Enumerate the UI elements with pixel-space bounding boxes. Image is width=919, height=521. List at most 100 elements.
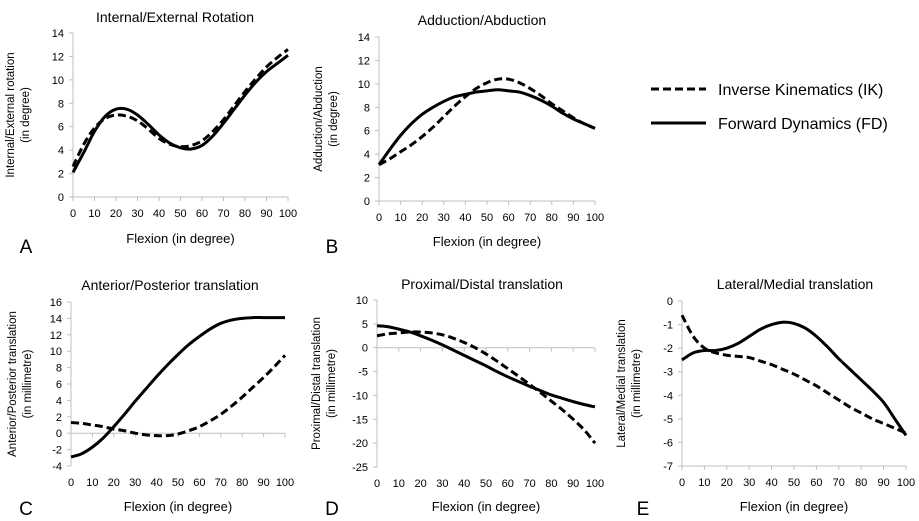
fd-line-a bbox=[71, 54, 289, 174]
x-tick-label-c: 20 bbox=[108, 477, 120, 489]
y-tick-label-d: 10 bbox=[356, 295, 368, 307]
y-tick-label-d: -15 bbox=[352, 414, 368, 426]
y-tick-label-b: 2 bbox=[364, 173, 370, 185]
x-tick-label-e: 80 bbox=[855, 477, 867, 489]
x-tick-label-c: 90 bbox=[257, 477, 269, 489]
y-tick-label-b: 12 bbox=[358, 55, 370, 67]
y-tick-label-d: -25 bbox=[352, 462, 368, 474]
x-tick-label-c: 70 bbox=[215, 477, 227, 489]
x-axis-label-a: Flexion (in degree) bbox=[126, 231, 234, 246]
x-tick-label-e: 30 bbox=[743, 477, 755, 489]
y-tick-label-a: 2 bbox=[58, 169, 64, 181]
x-tick-label-b: 50 bbox=[481, 212, 493, 224]
x-tick-label-c: 10 bbox=[86, 477, 98, 489]
y-tick-label-c: 16 bbox=[50, 297, 62, 309]
x-tick-label-b: 60 bbox=[502, 212, 514, 224]
y-tick-label-d: -10 bbox=[352, 390, 368, 402]
x-axis-label-d: Flexion (in degree) bbox=[432, 499, 540, 514]
ik-line-c bbox=[70, 354, 287, 438]
y-tick-label-c: -2 bbox=[52, 445, 62, 457]
y-tick-label-e: -6 bbox=[663, 437, 673, 449]
y-tick-label-a: 8 bbox=[58, 98, 64, 110]
ik-line-e bbox=[680, 314, 907, 435]
y-axis-label-a-line1: Internal/External rotation bbox=[5, 52, 17, 177]
x-tick-label-b: 0 bbox=[376, 212, 382, 224]
x-tick-label-e: 20 bbox=[721, 477, 733, 489]
chart-panel-c: Anterior/Posterior translation -4 -2 0 2 4 6 8 1… bbox=[7, 277, 294, 520]
fd-line-e bbox=[681, 320, 908, 437]
y-tick-label-e: -1 bbox=[663, 320, 673, 332]
x-tick-label-e: 40 bbox=[765, 477, 777, 489]
y-tick-label-c: 10 bbox=[50, 346, 62, 358]
panel-letter-e: E bbox=[637, 499, 650, 520]
chart-title-b: Adduction/Abduction bbox=[418, 12, 546, 28]
x-tick-label-a: 80 bbox=[239, 208, 251, 220]
x-tick-label-b: 80 bbox=[546, 212, 558, 224]
y-tick-label-b: 8 bbox=[364, 102, 370, 114]
x-tick-label-c: 60 bbox=[193, 477, 205, 489]
y-axis-label-c-line2: (in millimetre) bbox=[22, 349, 34, 418]
x-tick-label-e: 0 bbox=[679, 477, 685, 489]
chart-title-a: Internal/External Rotation bbox=[96, 9, 254, 25]
x-tick-label-a: 20 bbox=[110, 208, 122, 220]
y-tick-label-e: -5 bbox=[663, 414, 673, 426]
chart-panel-b: Adduction/Abduction 0 2 4 6 8 10 12 14 0 10 20 30 40 5… bbox=[313, 12, 604, 258]
x-tick-label-d: 90 bbox=[567, 478, 579, 490]
fd-line-d bbox=[376, 324, 596, 409]
x-tick-label-c: 50 bbox=[172, 477, 184, 489]
x-tick-label-d: 80 bbox=[545, 478, 557, 490]
x-tick-label-d: 10 bbox=[393, 478, 405, 490]
chart-title-e: Lateral/Medial translation bbox=[717, 276, 873, 292]
x-tick-label-d: 40 bbox=[458, 478, 470, 490]
y-tick-label-e: -3 bbox=[663, 367, 673, 379]
chart-panel-e: Lateral/Medial translation -7 -6 -5 -4 -3 -2 -1… bbox=[616, 276, 915, 520]
panel-letter-c: C bbox=[19, 499, 33, 520]
y-tick-label-c: 2 bbox=[56, 412, 62, 424]
y-tick-label-a: 10 bbox=[52, 75, 64, 87]
y-tick-label-b: 0 bbox=[364, 196, 370, 208]
x-axis-label-c: Flexion (in degree) bbox=[124, 499, 232, 514]
chart-title-c: Anterior/Posterior translation bbox=[81, 277, 258, 293]
x-axis-label-e: Flexion (in degree) bbox=[740, 499, 848, 514]
x-tick-label-b: 70 bbox=[524, 212, 536, 224]
chart-panel-a: Internal/External Rotation 0 2 4 6 8 10 12 14 0 10… bbox=[5, 9, 297, 258]
x-tick-label-a: 40 bbox=[153, 208, 165, 220]
fd-line-c bbox=[70, 316, 285, 459]
y-tick-label-d: 0 bbox=[362, 343, 368, 355]
y-axis-label-d-line1: Proximal/Distal translation bbox=[311, 317, 323, 450]
panel-letter-b: B bbox=[326, 237, 339, 258]
legend-ik-label: Inverse Kinematics (IK) bbox=[718, 82, 883, 99]
y-tick-label-b: 4 bbox=[364, 149, 370, 161]
y-axis-label-b-line1: Adduction/Abduction bbox=[313, 66, 325, 172]
x-tick-label-b: 90 bbox=[567, 212, 579, 224]
y-tick-label-c: 6 bbox=[56, 379, 62, 391]
x-tick-label-e: 70 bbox=[833, 477, 845, 489]
x-tick-label-b: 40 bbox=[459, 212, 471, 224]
x-tick-label-d: 0 bbox=[374, 478, 380, 490]
x-tick-label-e: 10 bbox=[698, 477, 710, 489]
y-tick-label-c: 8 bbox=[56, 363, 62, 375]
x-tick-label-a: 90 bbox=[260, 208, 272, 220]
y-tick-label-e: -4 bbox=[663, 390, 673, 402]
x-tick-label-c: 30 bbox=[129, 477, 141, 489]
x-tick-label-a: 0 bbox=[70, 208, 76, 220]
y-tick-label-c: 4 bbox=[56, 395, 62, 407]
x-tick-label-b: 10 bbox=[394, 212, 406, 224]
x-tick-label-b: 20 bbox=[416, 212, 428, 224]
y-tick-label-b: 14 bbox=[358, 32, 370, 44]
x-tick-label-c: 100 bbox=[276, 477, 294, 489]
chart-panel-d: Proximal/Distal translation -25 -20 -15 -10 -… bbox=[311, 276, 604, 520]
x-tick-label-a: 10 bbox=[88, 208, 100, 220]
x-tick-label-e: 60 bbox=[810, 477, 822, 489]
y-tick-label-a: 6 bbox=[58, 122, 64, 134]
y-tick-label-e: 0 bbox=[667, 296, 673, 308]
chart-title-d: Proximal/Distal translation bbox=[401, 276, 563, 292]
x-tick-label-d: 30 bbox=[436, 478, 448, 490]
y-tick-label-e: -7 bbox=[663, 461, 673, 473]
x-tick-label-d: 20 bbox=[414, 478, 426, 490]
x-tick-label-d: 50 bbox=[480, 478, 492, 490]
x-tick-label-a: 50 bbox=[174, 208, 186, 220]
x-tick-label-d: 60 bbox=[502, 478, 514, 490]
x-tick-label-b: 30 bbox=[438, 212, 450, 224]
